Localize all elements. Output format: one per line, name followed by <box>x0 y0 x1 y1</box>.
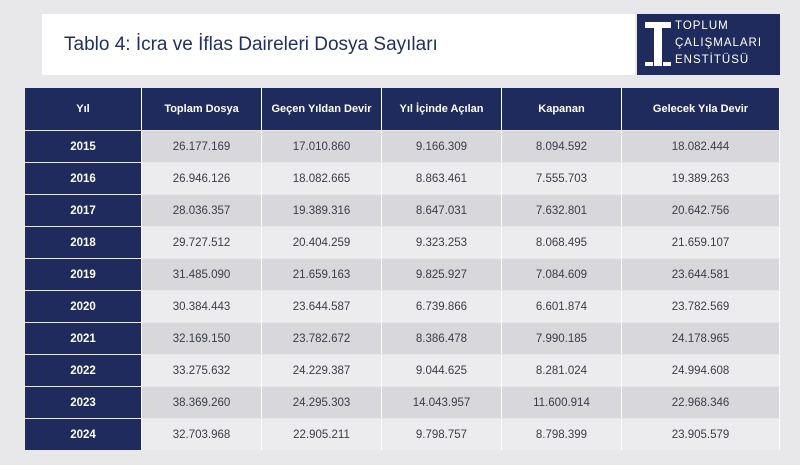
year-cell: 2024 <box>25 419 142 450</box>
value-cell: 23.644.587 <box>262 291 382 322</box>
value-cell: 23.905.579 <box>622 419 780 450</box>
year-cell: 2023 <box>25 387 142 418</box>
value-cell: 33.275.632 <box>142 355 262 386</box>
year-cell: 2020 <box>25 291 142 322</box>
value-cell: 38.369.260 <box>142 387 262 418</box>
year-cell: 2017 <box>25 195 142 226</box>
title-box: Tablo 4: İcra ve İflas Daireleri Dosya S… <box>42 14 635 75</box>
value-cell: 31.485.090 <box>142 259 262 290</box>
value-cell: 19.389.316 <box>262 195 382 226</box>
table-row: 2018 29.727.512 20.404.259 9.323.253 8.068.4… <box>25 227 780 258</box>
value-cell: 26.177.169 <box>142 131 262 162</box>
value-cell: 24.295.303 <box>262 387 382 418</box>
value-cell: 18.082.665 <box>262 163 382 194</box>
value-cell: 8.094.592 <box>502 131 622 162</box>
value-cell: 23.782.672 <box>262 323 382 354</box>
column-header: Kapanan <box>502 88 622 130</box>
title: Tablo 4: İcra ve İflas Daireleri Dosya S… <box>64 33 438 55</box>
table-row: 2024 32.703.968 22.905.211 9.798.757 8.798.3… <box>25 419 780 450</box>
value-cell: 23.782.569 <box>622 291 780 322</box>
value-cell: 21.659.163 <box>262 259 382 290</box>
value-cell: 6.739.866 <box>382 291 502 322</box>
year-cell: 2019 <box>25 259 142 290</box>
year-cell: 2018 <box>25 227 142 258</box>
value-cell: 8.281.024 <box>502 355 622 386</box>
logo-text: ÇALIŞMALARI <box>675 37 763 49</box>
value-cell: 19.389.263 <box>622 163 780 194</box>
logo: TOPLUM ÇALIŞMALARI ENSTİTÜSÜ <box>637 14 780 75</box>
value-cell: 11.600.914 <box>502 387 622 418</box>
value-cell: 24.178.965 <box>622 323 780 354</box>
value-cell: 7.084.609 <box>502 259 622 290</box>
value-cell: 24.994.608 <box>622 355 780 386</box>
value-cell: 21.659.107 <box>622 227 780 258</box>
logo-text: ENSTİTÜSÜ <box>675 54 750 66</box>
value-cell: 20.642.756 <box>622 195 780 226</box>
value-cell: 32.703.968 <box>142 419 262 450</box>
table-row: 2017 28.036.357 19.389.316 8.647.031 7.632.8… <box>25 195 780 226</box>
value-cell: 24.229.387 <box>262 355 382 386</box>
value-cell: 8.068.495 <box>502 227 622 258</box>
year-cell: 2016 <box>25 163 142 194</box>
value-cell: 28.036.357 <box>142 195 262 226</box>
value-cell: 18.082.444 <box>622 131 780 162</box>
value-cell: 7.990.185 <box>502 323 622 354</box>
column-header: Yıl İçinde Açılan <box>382 88 502 130</box>
value-cell: 14.043.957 <box>382 387 502 418</box>
value-cell: 30.384.443 <box>142 291 262 322</box>
column-header: Gelecek Yıla Devir <box>622 88 780 130</box>
value-cell: 17.010.860 <box>262 131 382 162</box>
header-row: Yıl Toplam Dosya Geçen Yıldan Devir Yıl İçi… <box>25 88 780 130</box>
value-cell: 9.166.309 <box>382 131 502 162</box>
year-cell: 2015 <box>25 131 142 162</box>
value-cell: 7.555.703 <box>502 163 622 194</box>
value-cell: 20.404.259 <box>262 227 382 258</box>
table-row: 2021 32.169.150 23.782.672 8.386.478 7.990.1… <box>25 323 780 354</box>
value-cell: 8.798.399 <box>502 419 622 450</box>
column-header: Yıl <box>25 88 142 130</box>
table-row: 2019 31.485.090 21.659.163 9.825.927 7.084.6… <box>25 259 780 290</box>
logo-icon <box>645 22 671 66</box>
table-row: 2022 33.275.632 24.229.387 9.044.625 8.281.0… <box>25 355 780 386</box>
year-cell: 2021 <box>25 323 142 354</box>
table-row: 2023 38.369.260 24.295.303 14.043.957 11.600… <box>25 387 780 418</box>
column-header: Geçen Yıldan Devir <box>262 88 382 130</box>
value-cell: 23.644.581 <box>622 259 780 290</box>
year-cell: 2022 <box>25 355 142 386</box>
value-cell: 22.905.211 <box>262 419 382 450</box>
value-cell: 9.044.625 <box>382 355 502 386</box>
value-cell: 8.863.461 <box>382 163 502 194</box>
value-cell: 29.727.512 <box>142 227 262 258</box>
value-cell: 22.968.346 <box>622 387 780 418</box>
value-cell: 26.946.126 <box>142 163 262 194</box>
value-cell: 7.632.801 <box>502 195 622 226</box>
value-cell: 9.798.757 <box>382 419 502 450</box>
logo-text: TOPLUM <box>675 20 729 32</box>
column-header: Toplam Dosya <box>142 88 262 130</box>
table-row: 2020 30.384.443 23.644.587 6.739.866 6.601.8… <box>25 291 780 322</box>
value-cell: 6.601.874 <box>502 291 622 322</box>
table-row: 2015 26.177.169 17.010.860 9.166.309 8.094.5… <box>25 131 780 162</box>
value-cell: 32.169.150 <box>142 323 262 354</box>
table: Yıl Toplam Dosya Geçen Yıldan Devir Yıl İçi… <box>25 88 780 451</box>
value-cell: 9.323.253 <box>382 227 502 258</box>
table-row: 2016 26.946.126 18.082.665 8.863.461 7.555.7… <box>25 163 780 194</box>
value-cell: 9.825.927 <box>382 259 502 290</box>
value-cell: 8.647.031 <box>382 195 502 226</box>
value-cell: 8.386.478 <box>382 323 502 354</box>
